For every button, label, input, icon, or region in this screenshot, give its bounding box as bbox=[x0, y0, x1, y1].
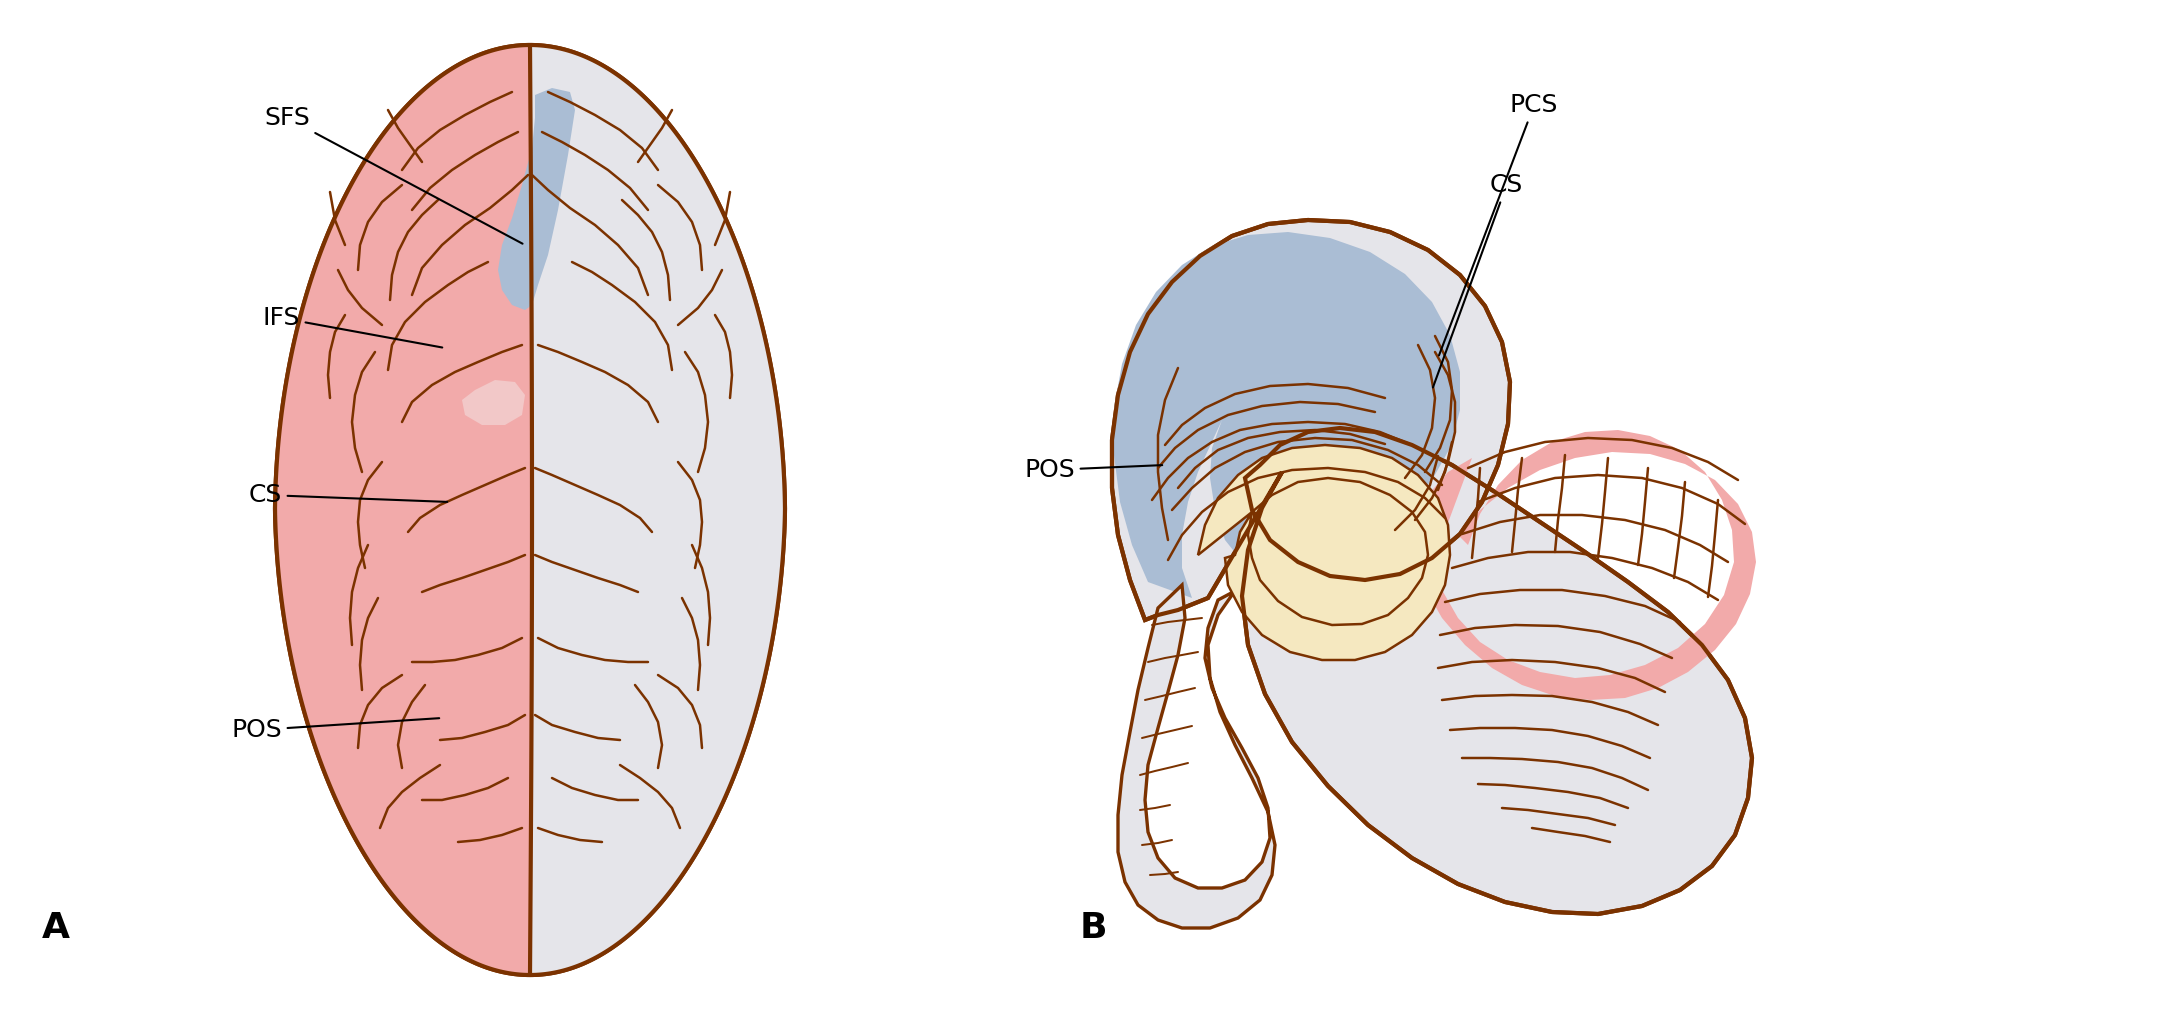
Text: CS: CS bbox=[249, 483, 446, 507]
Polygon shape bbox=[275, 45, 784, 975]
Text: B: B bbox=[1079, 911, 1107, 945]
Text: IFS: IFS bbox=[262, 306, 442, 347]
Text: PCS: PCS bbox=[1439, 93, 1558, 356]
Text: CS: CS bbox=[1432, 173, 1523, 387]
Text: A: A bbox=[41, 911, 69, 945]
Polygon shape bbox=[1198, 445, 1450, 660]
Polygon shape bbox=[462, 380, 524, 425]
Polygon shape bbox=[1112, 220, 1751, 914]
Text: SFS: SFS bbox=[264, 106, 522, 244]
Polygon shape bbox=[1415, 430, 1755, 700]
Polygon shape bbox=[498, 88, 574, 310]
Text: POS: POS bbox=[1025, 458, 1162, 482]
Polygon shape bbox=[1118, 582, 1274, 928]
Text: POS: POS bbox=[232, 718, 440, 742]
Polygon shape bbox=[531, 35, 784, 985]
Polygon shape bbox=[1114, 232, 1461, 598]
Polygon shape bbox=[275, 35, 531, 985]
